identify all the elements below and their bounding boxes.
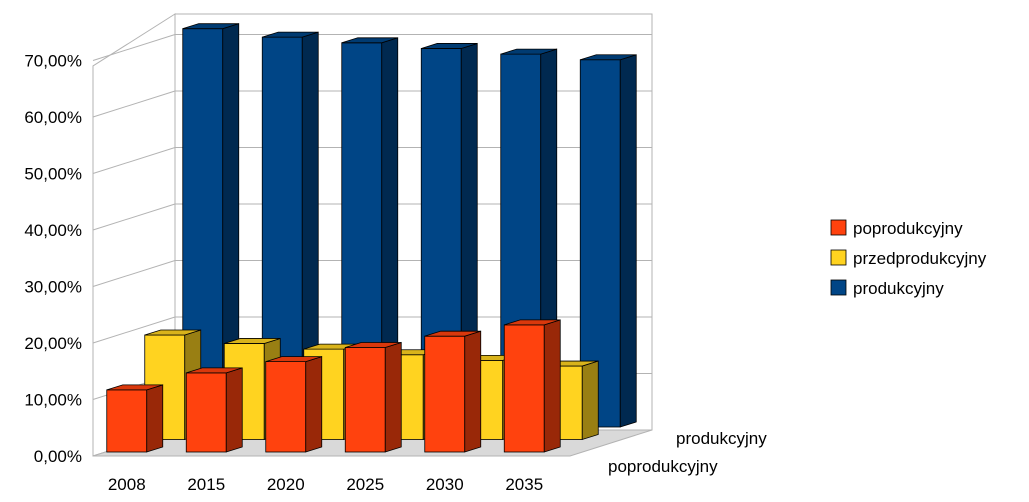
bar-top-face: [186, 367, 243, 374]
bar-poprodukcyjny-2008: [106, 384, 164, 453]
bar-side-face: [581, 360, 599, 441]
bar-side-face: [384, 341, 402, 453]
bar-top-face: [580, 54, 637, 61]
bar-side-face: [619, 54, 637, 428]
gridline-left: [92, 316, 176, 344]
depth-axis-labels: produkcyjny poprodukcyjny: [608, 429, 767, 476]
bar-top-face: [500, 48, 557, 55]
legend-label: poprodukcyjny: [853, 219, 963, 238]
bar-top-face: [182, 23, 239, 30]
bar-front-face: [265, 361, 307, 453]
legend-swatch: [830, 219, 847, 236]
bar-top-face: [224, 338, 281, 344]
bar-front-face: [503, 324, 545, 453]
legend-label: przedprodukcyjny: [853, 249, 987, 268]
y-tick-label: 30,00%: [24, 278, 82, 297]
bar-top-face: [421, 43, 478, 49]
x-tick-label: 2025: [346, 475, 384, 494]
bar-side-face: [464, 330, 482, 453]
y-tick-label: 0,00%: [34, 447, 82, 466]
bar-front-face: [106, 389, 148, 453]
bar-side-face: [305, 356, 323, 453]
bar-poprodukcyjny-2025: [344, 341, 402, 453]
y-tick-label: 70,00%: [24, 52, 82, 71]
y-tick-label: 40,00%: [24, 221, 82, 240]
bar-top-face: [345, 342, 402, 348]
x-tick-label: 2030: [426, 475, 464, 494]
y-tick-label: 60,00%: [24, 108, 82, 127]
bar-side-face: [146, 384, 164, 453]
bar-side-face: [225, 367, 243, 453]
legend: poprodukcyjny przedprodukcyjny produkcyjny: [830, 219, 987, 298]
bar-poprodukcyjny-2020: [265, 356, 323, 453]
x-tick-label: 2035: [505, 475, 543, 494]
y-tick-label: 10,00%: [24, 391, 82, 410]
bar-front-face: [424, 335, 466, 453]
bar-front-face: [344, 347, 386, 453]
gridline-left: [92, 260, 176, 287]
bar-top-face: [144, 329, 201, 336]
y-tick-label: 50,00%: [24, 165, 82, 184]
bar-poprodukcyjny-2015: [185, 367, 243, 453]
bar-front-face: [185, 372, 227, 453]
gridline-left: [92, 147, 176, 174]
legend-swatch: [830, 279, 847, 296]
legend-swatch: [830, 249, 847, 266]
gridline-left: [92, 203, 176, 231]
bar-side-face: [543, 319, 561, 453]
bar-top-face: [341, 37, 398, 44]
gridline-left: [92, 90, 176, 118]
x-axis-tick-labels: 2008 2015 2020 2025 2030 2035: [108, 475, 543, 494]
bar-top-face: [424, 330, 481, 337]
legend-label: produkcyjny: [853, 279, 944, 298]
bar-top-face: [504, 319, 561, 326]
x-tick-label: 2015: [187, 475, 225, 494]
bars: [106, 23, 637, 453]
y-tick-label: 20,00%: [24, 334, 82, 353]
y-axis-tick-labels: 0,00% 10,00% 20,00% 30,00% 40,00% 50,00% 60,00…: [24, 52, 82, 467]
bar-poprodukcyjny-2035: [503, 319, 561, 453]
gridline-left: [92, 34, 176, 61]
depth-label: produkcyjny: [676, 429, 767, 448]
x-tick-label: 2020: [267, 475, 305, 494]
bar-top-face: [262, 31, 319, 38]
bar-poprodukcyjny-2030: [424, 330, 482, 453]
bar-top-face: [265, 356, 322, 363]
depth-label: poprodukcyjny: [608, 457, 718, 476]
bar-top-face: [106, 384, 163, 391]
x-tick-label: 2008: [108, 475, 146, 494]
